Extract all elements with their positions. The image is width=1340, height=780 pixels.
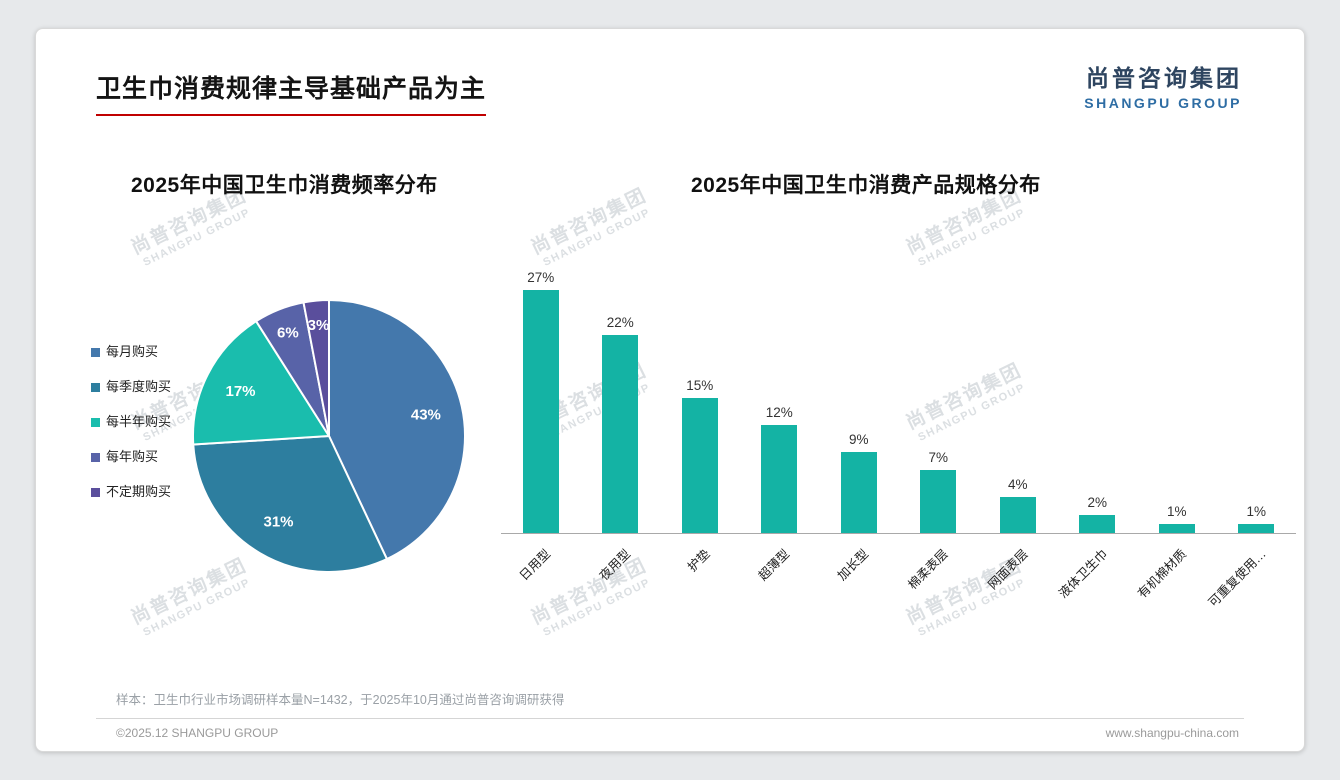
pie-slice (328, 299, 467, 561)
pie-slice (302, 299, 330, 437)
bar-value-label: 9% (848, 432, 869, 447)
pie-value-label: 43% (411, 406, 441, 423)
legend-swatch (91, 347, 100, 357)
bar-column: 12% (740, 405, 820, 533)
bar-category-label: 网面表层 (985, 546, 1031, 593)
bar (761, 425, 798, 533)
bar (522, 290, 559, 533)
bar-column: 7% (899, 450, 979, 533)
bar-category-cell: 有机棉材质 (1135, 534, 1217, 626)
bar-column: 2% (1058, 495, 1138, 533)
pie-value-label: 31% (263, 514, 293, 531)
legend-label: 不定期购买 (106, 484, 172, 499)
website-text: www.shangpu-china.com (1105, 726, 1239, 740)
bar-category-label: 日用型 (517, 546, 554, 584)
bar-value-label: 2% (1087, 495, 1107, 510)
bar-category-label: 超薄型 (755, 546, 792, 584)
logo-en-text: SHANGPU GROUP (1084, 95, 1242, 111)
bar-column: 4% (978, 477, 1058, 533)
bar-column: 15% (660, 378, 740, 533)
legend-label: 每半年购买 (106, 414, 172, 429)
bar-category-label: 夜用型 (596, 546, 633, 584)
bar-category-cell: 夜用型 (581, 534, 661, 626)
bar-plot-area: 27% 22% 15% 12% 9% 7% 4% 2% 1% 1% (501, 254, 1296, 534)
legend-label: 每年购买 (106, 449, 159, 464)
pie-value-label: 17% (225, 383, 255, 400)
legend-label: 每月购买 (106, 344, 159, 359)
bar-column: 1% (1137, 504, 1217, 533)
bar-value-label: 1% (1246, 504, 1266, 519)
bar-column: 27% (501, 270, 581, 533)
bar-category-cell: 超薄型 (740, 534, 820, 626)
bar-category-label: 护垫 (684, 546, 713, 575)
bar-value-label: 1% (1166, 504, 1187, 519)
page-title: 卫生巾消费规律主导基础产品为主 (96, 69, 487, 116)
bar-chart: 27% 22% 15% 12% 9% 7% 4% 2% 1% 1% 日用型 夜用型 护垫 超薄型 加长型棉… (501, 254, 1296, 626)
bar-category-cell: 日用型 (501, 534, 581, 626)
legend-label: 每季度购买 (106, 379, 172, 394)
pie-chart-title: 2025年中国卫生巾消费频率分布 (131, 174, 438, 197)
bar (681, 398, 718, 533)
bar-chart-title: 2025年中国卫生巾消费产品规格分布 (691, 174, 1041, 197)
bar (1158, 524, 1195, 533)
bar-category-axis: 日用型 夜用型 护垫 超薄型 加长型 棉柔表层 网面表层 液体卫生巾 有机棉材质 可重复使用… (501, 534, 1296, 626)
watermark-en-text: SHANGPU GROUP (141, 206, 253, 269)
bar-value-label: 15% (686, 378, 714, 393)
bar-value-label: 4% (1007, 477, 1028, 492)
bar-category-label: 加长型 (835, 546, 872, 584)
bar-category-label: 有机棉材质 (1135, 546, 1190, 601)
legend-swatch (91, 487, 100, 497)
bar-category-cell: 网面表层 (978, 534, 1058, 626)
legend-item: 每年购买 (91, 450, 171, 464)
bar (602, 335, 639, 533)
legend-item: 每月购买 (91, 345, 171, 359)
company-logo: 尚普咨询集团 SHANGPU GROUP (1084, 59, 1242, 111)
bar-category-cell: 棉柔表层 (899, 534, 979, 626)
copyright-text: ©2025.12 SHANGPU GROUP (116, 726, 279, 740)
bar-category-label: 液体卫生巾 (1055, 546, 1110, 601)
pie-slice (192, 435, 388, 573)
bar-category-label: 棉柔表层 (905, 546, 951, 593)
bar-column: 22% (581, 315, 661, 533)
bar (1238, 524, 1275, 533)
legend-item: 不定期购买 (91, 485, 171, 499)
slide-card: 尚普咨询集团 SHANGPU GROUP 尚普咨询集团 SHANGPU GROUP 尚普… (35, 28, 1305, 752)
bar (840, 452, 877, 533)
legend-swatch (91, 452, 100, 462)
pie-slice (192, 320, 330, 446)
legend-item: 每季度购买 (91, 380, 171, 394)
bar-value-label: 27% (527, 270, 555, 285)
bar-value-label: 22% (606, 315, 634, 330)
footer-divider (96, 718, 1244, 719)
bar-column: 1% (1217, 504, 1297, 533)
bar (920, 470, 957, 533)
bar-category-cell: 护垫 (660, 534, 740, 626)
bar (1079, 515, 1116, 533)
bar-column: 9% (819, 432, 899, 533)
bar-category-cell: 可重复使用… (1206, 534, 1297, 626)
bar (999, 497, 1036, 533)
legend-swatch (91, 417, 100, 427)
pie-value-label: 6% (277, 324, 299, 341)
bar-value-label: 12% (765, 405, 793, 420)
pie-value-label: 3% (308, 317, 330, 334)
bar-category-cell: 液体卫生巾 (1056, 534, 1138, 626)
bar-category-cell: 加长型 (819, 534, 899, 626)
pie-chart: 43% 31% 17% 6% 3% (192, 299, 467, 573)
pie-legend: 每月购买每季度购买每半年购买每年购买不定期购买 (91, 345, 171, 499)
bar-value-label: 7% (928, 450, 948, 465)
legend-item: 每半年购买 (91, 415, 171, 429)
sample-note: 样本：卫生巾行业市场调研样本量N=1432，于2025年10月通过尚普咨询调研获… (116, 693, 565, 707)
logo-cn-text: 尚普咨询集团 (1086, 65, 1242, 91)
legend-swatch (91, 382, 100, 392)
